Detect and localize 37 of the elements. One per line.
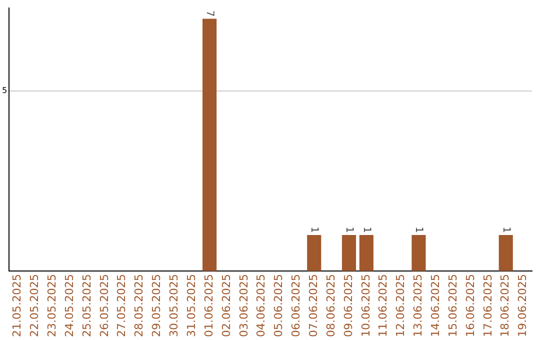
- x-tick-label: 07.06.2025: [306, 274, 320, 338]
- x-tick-label: 13.06.2025: [412, 274, 425, 338]
- x-tick-label: 11.06.2025: [376, 274, 390, 338]
- x-tick-label: 04.06.2025: [254, 274, 268, 338]
- x-tick-label: 14.06.2025: [428, 274, 442, 338]
- x-tick-label: 03.06.2025: [237, 274, 250, 338]
- x-tick-label: 01.06.2025: [202, 274, 216, 338]
- x-tick-label: 23.05.2025: [46, 274, 59, 338]
- x-tick-label: 05.06.2025: [272, 274, 286, 338]
- x-tick-label: 28.05.2025: [132, 274, 146, 338]
- x-tick-label: 09.06.2025: [342, 274, 355, 338]
- x-tick-label: 21.05.2025: [10, 274, 24, 338]
- x-tick-label: 17.06.2025: [481, 274, 494, 338]
- x-tick-label: 10.06.2025: [359, 274, 372, 338]
- x-tick-label: 12.06.2025: [394, 274, 408, 338]
- x-tick-label: 18.06.2025: [498, 274, 512, 338]
- data-label: 1: [360, 226, 372, 233]
- x-tick-label: 02.06.2025: [220, 274, 233, 338]
- x-tick-label: 24.05.2025: [62, 274, 76, 338]
- x-tick-label: 26.05.2025: [98, 274, 111, 338]
- y-tick-label: 5: [2, 86, 8, 95]
- data-label: 7: [204, 10, 215, 17]
- x-tick-label: 25.05.2025: [80, 274, 94, 338]
- x-tick-label: 15.06.2025: [446, 274, 460, 338]
- data-label: 1: [343, 226, 354, 233]
- x-tick-label: 30.05.2025: [168, 274, 181, 338]
- data-label: 1: [413, 226, 424, 233]
- x-tick-label: 19.06.2025: [516, 274, 530, 338]
- data-label: 1: [308, 226, 320, 233]
- x-tick-label: 27.05.2025: [115, 274, 128, 338]
- x-tick-label: 22.05.2025: [28, 274, 42, 338]
- data-label: 1: [500, 226, 512, 233]
- x-tick-label: 31.05.2025: [184, 274, 198, 338]
- x-tick-label: 16.06.2025: [464, 274, 477, 338]
- x-tick-label: 29.05.2025: [150, 274, 164, 338]
- x-tick-label: 06.06.2025: [290, 274, 303, 338]
- x-tick-label: 08.06.2025: [324, 274, 338, 338]
